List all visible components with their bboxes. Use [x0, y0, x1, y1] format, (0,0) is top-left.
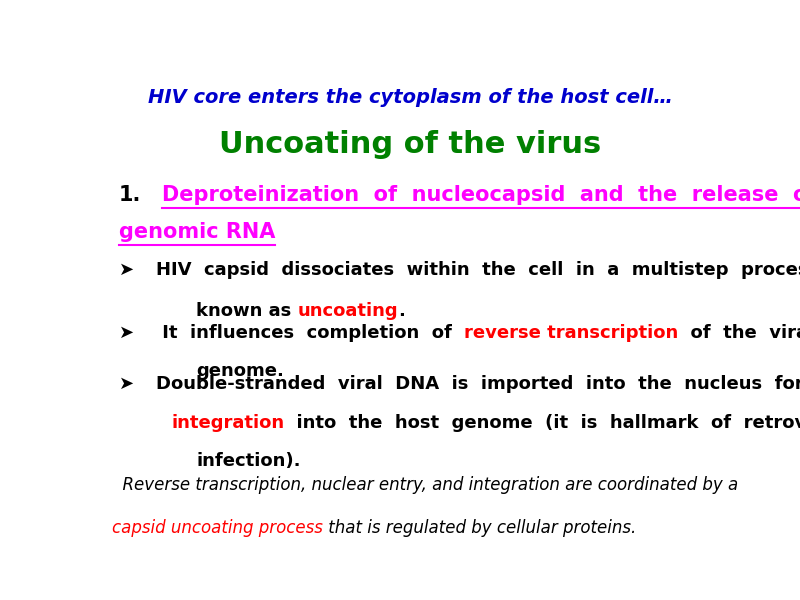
Text: reverse transcription: reverse transcription: [464, 324, 678, 342]
Text: ➤: ➤: [118, 324, 134, 342]
Text: that is regulated by cellular proteins.: that is regulated by cellular proteins.: [323, 519, 637, 537]
Text: infection).: infection).: [196, 452, 301, 470]
Text: HIV core enters the cytoplasm of the host cell…: HIV core enters the cytoplasm of the hos…: [147, 88, 673, 107]
Text: of  the  viral: of the viral: [678, 324, 800, 342]
Text: known as: known as: [196, 302, 298, 320]
Text: ➤: ➤: [118, 262, 134, 280]
Text: ➤: ➤: [118, 374, 134, 392]
Text: HIV  capsid  dissociates  within  the  cell  in  a  multistep  process: HIV capsid dissociates within the cell i…: [156, 262, 800, 280]
Text: Reverse transcription, nuclear entry, and integration are coordinated by a: Reverse transcription, nuclear entry, an…: [112, 476, 738, 494]
Text: Double-stranded  viral  DNA  is  imported  into  the  nucleus  for: Double-stranded viral DNA is imported in…: [156, 374, 800, 392]
Text: Uncoating of the virus: Uncoating of the virus: [219, 130, 601, 159]
Text: genomic RNA: genomic RNA: [118, 222, 275, 242]
Text: 1.: 1.: [118, 185, 141, 205]
Text: uncoating: uncoating: [298, 302, 398, 320]
Text: .: .: [398, 302, 405, 320]
Text: integration: integration: [171, 414, 285, 432]
Text: into  the  host  genome  (it  is  hallmark  of  retroviral: into the host genome (it is hallmark of …: [285, 414, 800, 432]
Text: capsid uncoating process: capsid uncoating process: [112, 519, 323, 537]
Text: It  influences  completion  of: It influences completion of: [156, 324, 464, 342]
Text: Deproteinization  of  nucleocapsid  and  the  release  of: Deproteinization of nucleocapsid and the…: [162, 185, 800, 205]
Text: genome.: genome.: [196, 362, 284, 380]
